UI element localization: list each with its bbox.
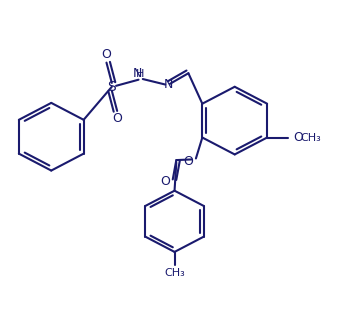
Text: O: O [112,112,122,125]
Text: CH₃: CH₃ [300,133,321,143]
Text: O: O [294,131,303,144]
Text: O: O [102,48,111,61]
Text: CH₃: CH₃ [164,267,185,278]
Text: N: N [164,78,173,91]
Text: N: N [133,67,143,80]
Text: O: O [183,155,193,168]
Text: S: S [107,80,116,94]
Text: O: O [160,176,170,188]
Text: H: H [136,69,145,79]
